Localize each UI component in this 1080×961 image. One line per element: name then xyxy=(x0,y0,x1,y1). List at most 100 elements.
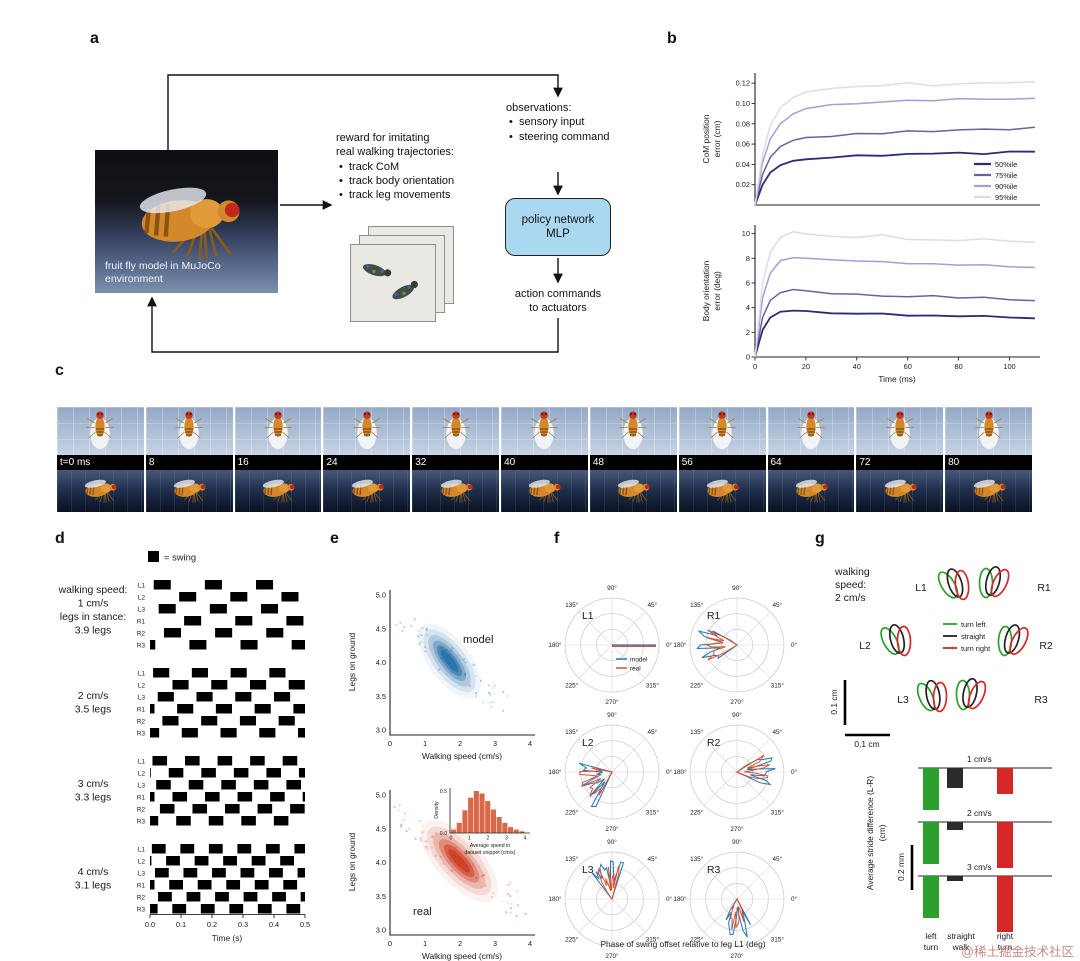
density-clouds xyxy=(393,618,527,917)
gait-row-label: L1 xyxy=(138,759,146,766)
percentile-legend: 50%ile 75%ile 90%ile 95%ile xyxy=(974,160,1017,202)
swing-bar xyxy=(253,780,269,790)
stride-trajectory-ellipse xyxy=(1003,624,1021,654)
density-speckle xyxy=(509,911,512,914)
density-speckle xyxy=(399,621,402,624)
density-speckle xyxy=(434,854,437,857)
inset-ytick: 0.0 xyxy=(440,831,447,837)
inset-histogram-bar xyxy=(496,817,502,833)
polar-angle-label: 180° xyxy=(673,641,687,649)
reward-bullet-legs: track leg movements xyxy=(336,188,518,203)
gait-raster: L1 L2 L3 R1 R2 R3 L1 L2 L3 R1 R2 R3 L1 L2 L3 R1 R2 R3 L1 L2… xyxy=(137,580,306,918)
real-ytick: 3.0 xyxy=(376,926,386,935)
density-speckle xyxy=(435,832,438,834)
real-ytick: 3.5 xyxy=(376,892,386,901)
gait-row-label: L3 xyxy=(138,871,146,878)
density-speckle xyxy=(445,673,448,675)
density-speckle xyxy=(402,819,405,822)
density-speckle xyxy=(442,862,445,865)
density-speckle xyxy=(420,634,423,637)
gait-row-label: R1 xyxy=(137,795,146,802)
inset-histogram-bar xyxy=(468,797,474,833)
polar-angle-label: 225° xyxy=(690,809,704,817)
density-speckle xyxy=(463,674,466,677)
rollout-film-strip: t=0 ms 8 16 24 32 40 48 56 64 72 80 xyxy=(57,407,1032,512)
density-speckle xyxy=(492,892,495,895)
polar-grid-spoke xyxy=(611,771,646,806)
swing-bar xyxy=(177,704,194,714)
swing-bar xyxy=(251,856,266,866)
swing-bar xyxy=(302,792,305,802)
gait-row-label: L3 xyxy=(138,695,146,702)
reward-text-block: reward for imitating real walking trajec… xyxy=(336,131,518,203)
fly-top-view-image xyxy=(412,407,500,455)
density-speckle xyxy=(454,861,457,864)
density-speckle xyxy=(493,701,496,703)
phase-blob-real xyxy=(730,897,745,931)
density-speckle xyxy=(395,624,398,626)
swing-bar xyxy=(273,816,289,826)
observation-bullets: sensory input steering command xyxy=(506,115,651,144)
model-ytick: 4.0 xyxy=(376,658,386,667)
leg-label-R3: R3 xyxy=(1034,695,1048,706)
density-speckle xyxy=(410,624,413,627)
swing-bar xyxy=(288,680,305,690)
swing-bar xyxy=(211,680,228,690)
panel-d-gait-diagrams: = swing walking speed: 1 cm/s legs in st… xyxy=(58,551,310,943)
inset-ylabel: Density xyxy=(434,801,440,819)
fly-image-caption: fruit fly model in MuJoCo environment xyxy=(105,260,221,287)
polar-angle-label: 180° xyxy=(673,768,687,776)
density-speckle xyxy=(440,855,442,858)
time-xtick: 40 xyxy=(853,362,861,371)
film-frame: 40 xyxy=(501,407,588,512)
policy-network-box: policy network MLP xyxy=(505,198,611,256)
density-speckle xyxy=(449,653,451,656)
stride-bar-straight xyxy=(947,768,963,788)
polar-grid-spoke xyxy=(611,738,646,773)
gait-row-label: L1 xyxy=(138,583,146,590)
panel-g-stride: walking speed: 2 cm/s L1 R1 L2 R2 L3 R3 … xyxy=(829,565,1053,952)
polar-angle-label: 270° xyxy=(605,825,619,833)
time-xtick: 100 xyxy=(1003,362,1015,371)
swing-bar xyxy=(230,668,247,678)
density-speckle xyxy=(510,907,512,909)
density-speckle xyxy=(480,885,483,888)
density-speckle xyxy=(516,904,519,907)
density-speckle xyxy=(400,622,403,624)
swing-bar xyxy=(163,628,181,638)
swing-bar xyxy=(153,668,170,678)
swing-bar xyxy=(212,868,226,878)
orient-ytick: 10 xyxy=(742,229,750,238)
gait-row-label: L2 xyxy=(138,771,146,778)
reward-bullets: track CoM track body orientation track l… xyxy=(336,160,518,203)
polar-angle-label: 315° xyxy=(646,682,660,690)
density-speckle xyxy=(480,679,482,682)
swing-bar xyxy=(158,892,172,902)
fly-side-view-image xyxy=(678,470,766,512)
swing-bar xyxy=(201,768,216,778)
polar-angle-label: 135° xyxy=(565,855,579,863)
polar-angle-label: 180° xyxy=(548,641,562,649)
polar-angle-label: 135° xyxy=(690,855,704,863)
density-speckle xyxy=(493,684,496,687)
density-speckle xyxy=(414,837,417,840)
density-speckle xyxy=(487,692,490,695)
fly-side-view-image xyxy=(945,470,1032,512)
density-speckle xyxy=(456,863,459,866)
phase-blob-real xyxy=(735,754,771,780)
stride-bar-right-turn xyxy=(997,768,1013,794)
density-speckle xyxy=(454,849,457,852)
block1-info: legs in stance: xyxy=(60,612,126,623)
polar-grid-spoke xyxy=(703,865,738,900)
swing-bar xyxy=(286,904,301,914)
g-speed-line3: 2 cm/s xyxy=(835,593,866,604)
swing-bar xyxy=(159,804,175,814)
film-frame: 8 xyxy=(145,407,233,512)
stride-bar-straight xyxy=(947,822,963,830)
swing-bar xyxy=(280,856,294,866)
density-speckle xyxy=(400,823,403,826)
frame-time-label: 40 xyxy=(501,455,588,470)
density-speckle xyxy=(462,658,465,661)
swing-bar xyxy=(290,804,305,814)
swing-bar xyxy=(237,792,253,802)
